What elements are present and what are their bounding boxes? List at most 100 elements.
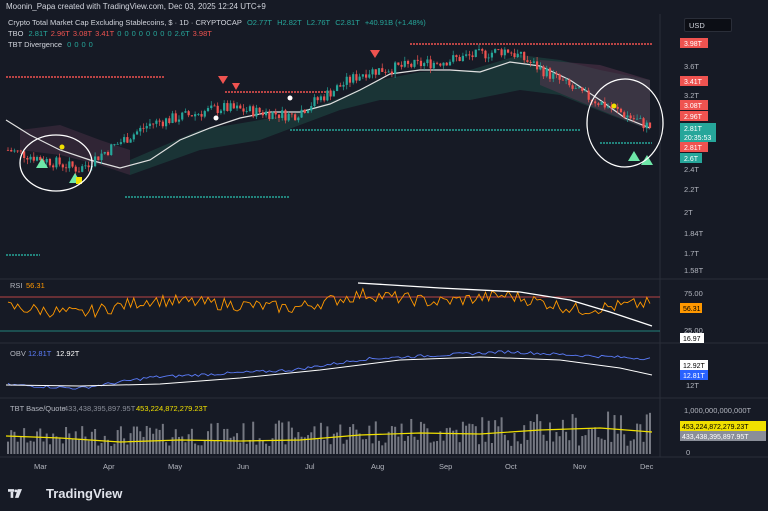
volume-bar: [42, 441, 45, 454]
buy-signal-marker: [36, 158, 48, 168]
candle-body: [610, 106, 613, 109]
volume-bar: [603, 439, 606, 454]
volume-bar: [429, 442, 432, 454]
candle-body: [548, 68, 552, 79]
candle-body: [397, 62, 400, 65]
candle-body: [448, 61, 452, 66]
volume-bar: [126, 444, 129, 454]
candle-body: [587, 90, 590, 100]
candle-body: [561, 79, 564, 81]
volume-bar: [649, 412, 651, 454]
volume-bar: [503, 434, 506, 454]
candle-body: [335, 85, 339, 92]
tradingview-logo[interactable]: TradingView: [8, 486, 122, 501]
candlestick-series: [6, 44, 652, 175]
volume-bar: [136, 426, 139, 454]
candle-body: [497, 49, 500, 50]
candle-body: [223, 103, 226, 111]
volume-bar: [526, 439, 529, 454]
volume-bar: [229, 437, 232, 454]
candle-body: [48, 158, 52, 166]
volume-bar: [242, 423, 245, 454]
volume-bar: [607, 411, 610, 454]
volume-bar: [645, 414, 648, 454]
candle-body: [400, 64, 403, 67]
highlight-ellipse: [19, 134, 93, 192]
volume-bar: [142, 436, 145, 454]
volume-bar: [303, 437, 306, 454]
volume-bar: [468, 423, 471, 454]
candle-body: [145, 126, 148, 129]
candle-body: [500, 49, 503, 56]
candle-body: [606, 106, 610, 108]
volume-bar: [365, 439, 368, 454]
candle-body: [216, 105, 219, 114]
volume-bar: [77, 438, 80, 454]
price-tag: 3.41T: [684, 79, 703, 86]
volume-bar: [484, 441, 487, 454]
volume-bar: [13, 431, 16, 454]
volume-bar: [36, 431, 39, 454]
candle-body: [303, 109, 306, 113]
volume-bar: [177, 436, 180, 454]
volume-bar: [132, 426, 135, 454]
volume-bar: [39, 428, 42, 454]
candle-body: [187, 111, 190, 116]
candle-body: [429, 59, 432, 69]
price-tag: 2.96T: [684, 114, 703, 121]
volume-bar: [368, 425, 371, 454]
volume-bar: [632, 439, 635, 454]
candle-body: [294, 114, 297, 121]
volume-bar: [139, 431, 142, 454]
candle-body: [281, 110, 284, 118]
watermark-header: Moonin_Papa created with TradingView.com…: [6, 2, 266, 11]
volume-bar: [361, 439, 364, 454]
candle-body: [368, 74, 371, 78]
candle-body: [584, 90, 587, 92]
price-change: +40.91B (+1.48%): [364, 18, 426, 27]
candle-body: [113, 144, 116, 146]
volume-bar: [268, 445, 271, 454]
candle-body: [519, 51, 523, 54]
volume-bar: [510, 445, 513, 454]
candle-body: [148, 123, 152, 127]
volume-bar: [561, 419, 564, 454]
currency-selector[interactable]: USD: [684, 18, 732, 32]
candle-body: [158, 120, 161, 122]
candle-body: [626, 115, 629, 118]
candle-body: [103, 152, 106, 154]
volume-bar: [519, 443, 522, 454]
volume-bar: [100, 442, 103, 454]
chart-canvas[interactable]: 3.98T 3.6T 3.41T 3.2T 3.08T 2.96T 2.81T …: [0, 0, 768, 480]
volume-bar: [329, 444, 332, 454]
candle-body: [100, 153, 103, 161]
volume-bar: [255, 444, 258, 454]
ohlc-open: O2.77T: [246, 18, 272, 27]
candle-body: [648, 122, 652, 128]
price-tick: 1.7T: [684, 249, 699, 258]
volume-bar: [19, 437, 22, 454]
volume-bar: [390, 426, 393, 454]
volume-bar: [552, 441, 555, 454]
volume-bar: [226, 428, 229, 454]
price-tag: 2.81T: [684, 145, 703, 152]
bar-countdown: 20:35:53: [684, 135, 711, 142]
tbt-tag: 453,224,872,279.23T: [682, 424, 749, 431]
volume-bar: [558, 436, 561, 454]
volume-bar: [555, 432, 558, 454]
candle-body: [255, 107, 258, 117]
cloud-band-bear: [20, 125, 130, 175]
month-label: Jul: [305, 462, 315, 471]
candle-body: [242, 108, 245, 112]
volume-bar: [581, 436, 584, 454]
rsi-min-tag: 16.97: [683, 336, 701, 343]
volume-bar: [161, 423, 164, 454]
volume-bar: [432, 441, 435, 454]
volume-bar: [407, 436, 410, 454]
candle-body: [432, 62, 435, 69]
month-label: Jun: [237, 462, 249, 471]
sell-signal-marker: [218, 76, 228, 84]
candle-body: [200, 114, 203, 117]
candle-body: [16, 150, 19, 152]
